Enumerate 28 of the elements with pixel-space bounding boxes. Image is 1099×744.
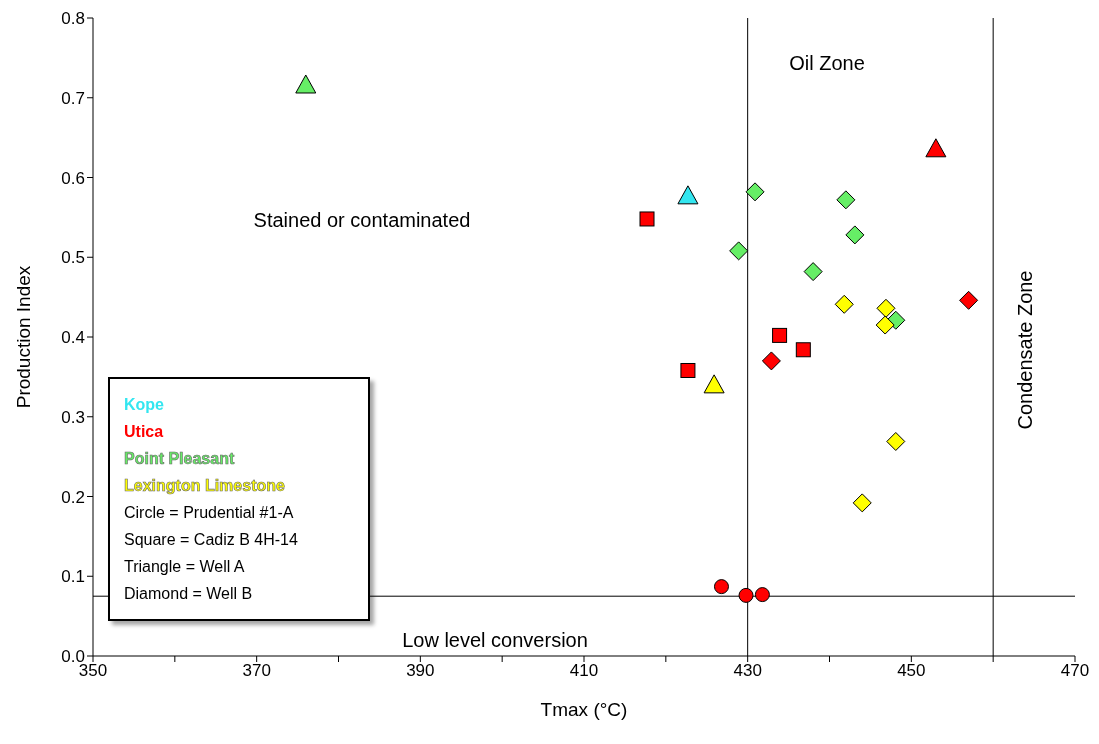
annotation: Diamond = Well B	[124, 584, 254, 604]
y-tick-label: 0.6	[61, 168, 85, 188]
annotation: Triangle = Well A	[124, 557, 246, 577]
text: Point Pleasant	[124, 450, 235, 467]
x-tick-label: 410	[569, 661, 599, 681]
x-tick-label: 390	[406, 661, 435, 681]
y-tick-label: 0.2	[61, 487, 85, 507]
text: Lexington Limestone	[124, 477, 285, 494]
text: Kope	[124, 396, 164, 413]
x-tick-label: 450	[897, 661, 926, 681]
x-tick-label: 430	[733, 661, 762, 681]
x-tick-label: 370	[242, 661, 271, 681]
y-tick-label: 0.5	[61, 248, 85, 268]
x-axis-title: Tmax (°C)	[540, 699, 628, 720]
y-axis-title: Production Index	[12, 265, 34, 409]
annotation: Square = Cadiz B 4H-14	[124, 530, 299, 550]
annotation: Oil Zone	[789, 51, 865, 75]
annotation: Circle = Prudential #1-A	[124, 503, 295, 523]
annotation: Low level conversion	[402, 628, 588, 652]
y-tick-label: 0.7	[61, 88, 85, 108]
y-tick-label: 0.1	[61, 567, 85, 587]
annotation: Condensate Zone	[1013, 270, 1037, 430]
x-tick-label: 470	[1060, 661, 1090, 681]
y-tick-label: 0.3	[61, 407, 85, 427]
y-tick-label: 0.4	[61, 328, 85, 348]
y-tick-label: 0.8	[61, 9, 85, 29]
annotation: Stained or contaminated	[253, 208, 471, 232]
text: Utica	[124, 423, 164, 440]
